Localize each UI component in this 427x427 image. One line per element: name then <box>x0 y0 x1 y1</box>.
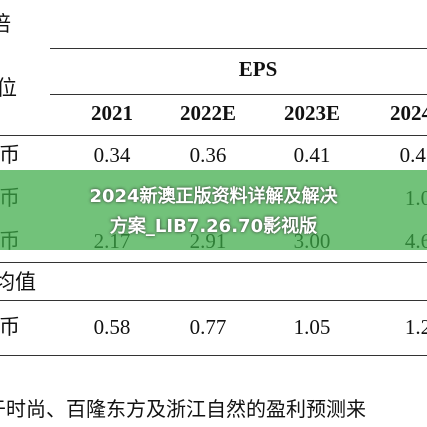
rule <box>0 135 427 136</box>
cell: 0.34 <box>93 143 131 167</box>
rule <box>0 355 427 356</box>
section-label: 均值 <box>0 270 36 294</box>
cell: 0.77 <box>189 315 227 339</box>
unit-label: 位 <box>0 76 17 100</box>
rule <box>0 300 427 301</box>
corner-label: 倍 <box>0 12 11 36</box>
column-header: 2021 <box>91 101 133 125</box>
banner-line: 方案_LIB7.26.70影视版 <box>109 216 318 237</box>
rule <box>0 262 427 263</box>
cell: 0.36 <box>189 143 227 167</box>
cell: 0.45 <box>399 143 427 167</box>
cell: 0.58 <box>93 315 131 339</box>
column-header: 2023E <box>283 101 341 125</box>
banner-line: 2024新澳正版资料详解及解决 <box>89 186 338 207</box>
column-header: 2022E <box>179 101 237 125</box>
group-header: EPS <box>238 57 278 81</box>
cell: 1.2 <box>404 315 427 339</box>
cell: 1.05 <box>293 315 331 339</box>
rule <box>50 48 427 49</box>
cell: 0.41 <box>293 143 331 167</box>
rule <box>50 94 427 95</box>
row-label: 民币 <box>0 143 20 167</box>
footnote: 于时尚、百隆东方及浙江自然的盈利预测来 <box>0 399 366 421</box>
banner: 2024新澳正版资料详解及解决 方案_LIB7.26.70影视版 <box>0 170 427 250</box>
column-header: 2024E <box>389 101 427 125</box>
row-label: 民币 <box>0 315 20 339</box>
